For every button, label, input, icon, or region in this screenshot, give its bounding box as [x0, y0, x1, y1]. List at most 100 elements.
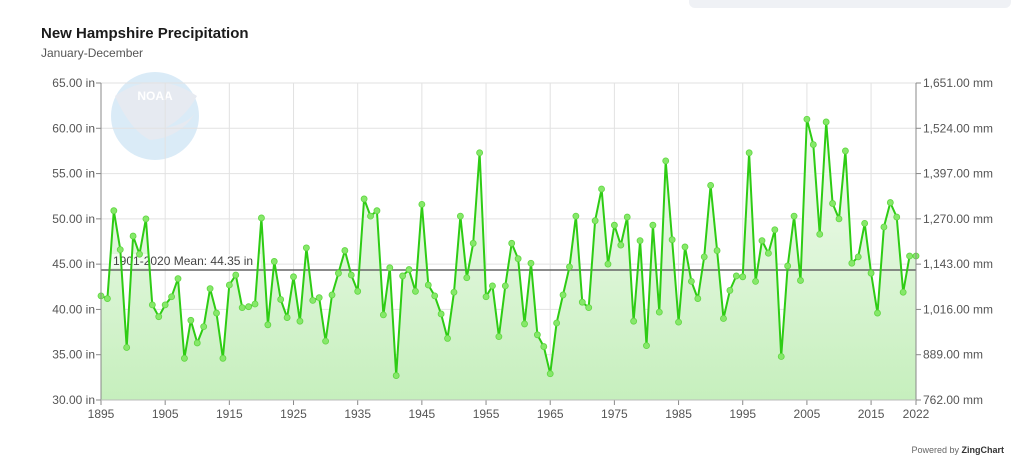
data-point-1971[interactable] — [585, 304, 593, 312]
data-point-1963[interactable] — [533, 331, 541, 339]
data-point-1916[interactable] — [232, 271, 240, 279]
data-point-1982[interactable] — [655, 308, 663, 316]
data-point-1906[interactable] — [168, 293, 175, 301]
data-point-1997[interactable] — [752, 277, 759, 285]
data-point-2008[interactable] — [822, 118, 830, 126]
data-point-1979[interactable] — [636, 237, 644, 244]
data-point-1953[interactable] — [469, 239, 477, 247]
data-point-1927[interactable] — [302, 244, 310, 252]
data-point-1957[interactable] — [495, 333, 503, 341]
data-point-1973[interactable] — [598, 185, 605, 193]
powered-by-zingchart[interactable]: Powered by ZingChart — [911, 445, 1004, 455]
data-point-2015[interactable] — [867, 269, 875, 277]
data-point-2003[interactable] — [790, 212, 798, 220]
data-point-1994[interactable] — [732, 272, 740, 280]
data-point-1907[interactable] — [174, 275, 182, 283]
data-point-1931[interactable] — [328, 291, 336, 299]
data-point-1908[interactable] — [181, 354, 188, 362]
data-point-1958[interactable] — [501, 282, 509, 290]
data-point-1967[interactable] — [559, 291, 567, 299]
data-point-1902[interactable] — [142, 215, 150, 223]
data-point-1896[interactable] — [104, 295, 111, 302]
data-point-1956[interactable] — [489, 282, 496, 290]
data-point-1909[interactable] — [187, 316, 195, 324]
data-point-1929[interactable] — [315, 294, 323, 302]
data-point-1966[interactable] — [553, 319, 561, 327]
data-point-1941[interactable] — [392, 372, 400, 379]
data-point-1964[interactable] — [540, 343, 548, 350]
data-point-2011[interactable] — [842, 147, 849, 155]
data-point-1961[interactable] — [521, 320, 528, 328]
data-point-2014[interactable] — [861, 219, 869, 227]
data-point-1936[interactable] — [360, 195, 368, 203]
data-point-1900[interactable] — [129, 232, 137, 240]
data-point-2019[interactable] — [893, 213, 901, 221]
data-point-1917[interactable] — [238, 304, 246, 312]
data-point-1993[interactable] — [726, 287, 734, 294]
data-point-1962[interactable] — [527, 259, 535, 267]
data-point-1947[interactable] — [431, 292, 439, 300]
data-point-1988[interactable] — [694, 295, 702, 302]
data-point-2018[interactable] — [886, 199, 894, 206]
data-point-2004[interactable] — [797, 277, 804, 284]
data-point-1996[interactable] — [745, 149, 753, 157]
data-point-1949[interactable] — [444, 335, 451, 342]
data-point-1942[interactable] — [399, 272, 407, 280]
data-point-1911[interactable] — [200, 323, 208, 331]
data-point-1951[interactable] — [456, 212, 464, 220]
data-point-1992[interactable] — [720, 315, 727, 322]
data-point-1903[interactable] — [148, 301, 156, 309]
data-point-1987[interactable] — [687, 277, 695, 285]
data-point-1918[interactable] — [245, 303, 252, 311]
data-point-1977[interactable] — [623, 213, 631, 221]
data-point-1928[interactable] — [309, 296, 317, 304]
data-point-1944[interactable] — [412, 287, 419, 295]
data-point-2021[interactable] — [906, 252, 913, 260]
data-point-1939[interactable] — [379, 311, 387, 319]
data-point-1999[interactable] — [765, 249, 772, 257]
data-point-1980[interactable] — [643, 342, 650, 350]
data-point-2006[interactable] — [809, 141, 817, 148]
data-point-1904[interactable] — [155, 313, 163, 321]
data-point-1934[interactable] — [347, 271, 355, 279]
data-point-1935[interactable] — [354, 287, 362, 295]
data-point-2000[interactable] — [771, 226, 779, 234]
data-point-1995[interactable] — [739, 273, 747, 281]
data-point-2016[interactable] — [874, 309, 881, 317]
data-point-1913[interactable] — [213, 309, 220, 317]
data-point-1955[interactable] — [482, 293, 490, 301]
data-point-1933[interactable] — [341, 247, 349, 254]
data-point-1981[interactable] — [649, 221, 657, 229]
data-point-1985[interactable] — [675, 318, 682, 326]
data-point-1954[interactable] — [476, 149, 484, 157]
data-point-1970[interactable] — [578, 298, 586, 306]
data-point-1932[interactable] — [335, 269, 342, 277]
data-point-1990[interactable] — [707, 181, 715, 189]
data-point-1922[interactable] — [270, 258, 278, 265]
data-point-1898[interactable] — [116, 246, 124, 254]
data-point-1978[interactable] — [630, 317, 638, 325]
data-point-1921[interactable] — [264, 321, 272, 329]
data-point-1920[interactable] — [258, 214, 265, 222]
data-point-1991[interactable] — [713, 247, 721, 254]
data-point-1945[interactable] — [418, 200, 426, 208]
data-point-1899[interactable] — [123, 344, 131, 351]
data-point-1905[interactable] — [161, 301, 169, 309]
data-point-1976[interactable] — [617, 241, 625, 249]
data-point-1926[interactable] — [296, 317, 304, 325]
data-point-1937[interactable] — [367, 212, 374, 220]
data-point-1965[interactable] — [546, 370, 554, 378]
data-point-1912[interactable] — [206, 285, 214, 292]
data-point-1924[interactable] — [283, 314, 291, 321]
data-point-2017[interactable] — [880, 223, 888, 231]
data-point-2007[interactable] — [816, 230, 824, 238]
data-point-2002[interactable] — [784, 262, 792, 270]
data-point-1998[interactable] — [758, 237, 766, 244]
data-point-1915[interactable] — [225, 281, 233, 289]
data-point-1950[interactable] — [450, 288, 458, 296]
data-point-1943[interactable] — [405, 266, 413, 273]
data-point-1925[interactable] — [290, 273, 297, 281]
data-point-1952[interactable] — [463, 274, 471, 282]
data-point-1919[interactable] — [251, 300, 259, 308]
data-point-1930[interactable] — [322, 337, 330, 345]
